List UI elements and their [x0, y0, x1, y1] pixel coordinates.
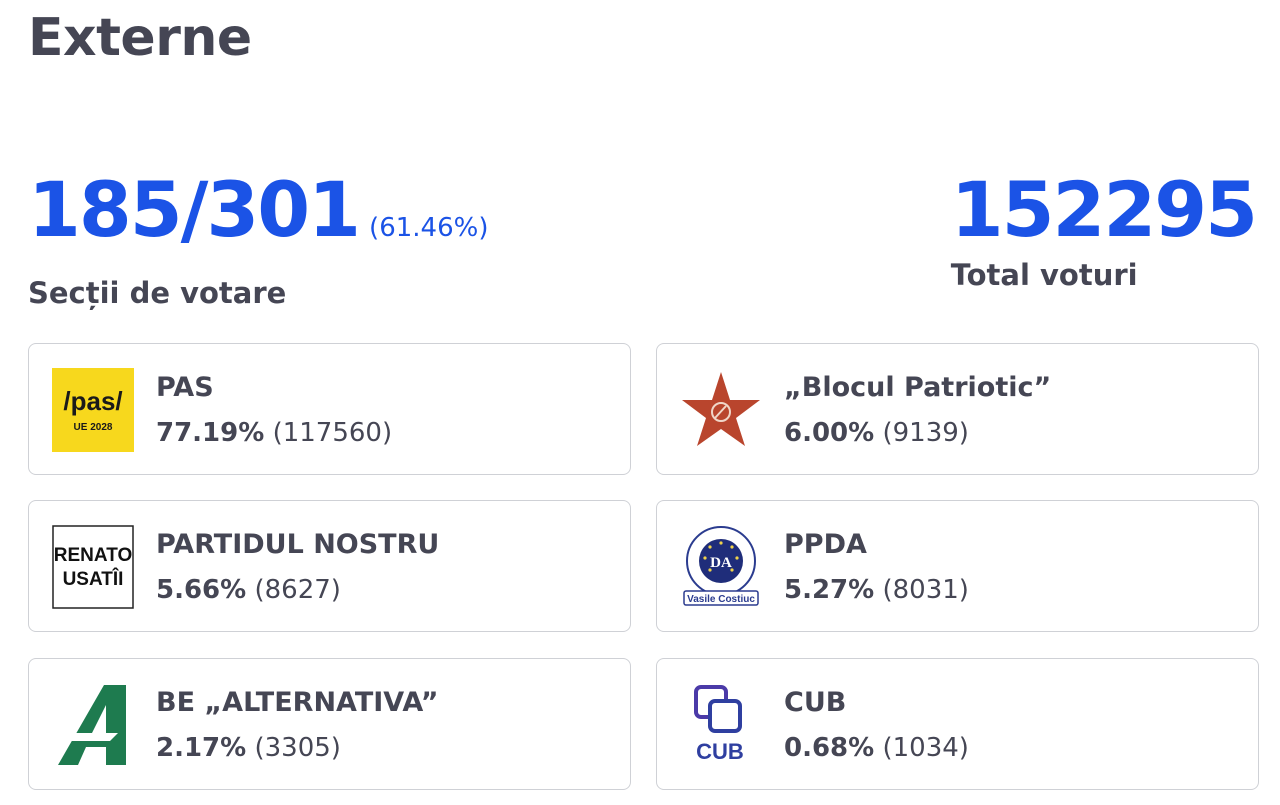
total-votes-count: 152295 [950, 165, 1258, 254]
party-result: 77.19% (117560) [156, 418, 393, 448]
cub-logo-text: CUB [696, 739, 744, 764]
red-star-icon [680, 368, 762, 452]
party-name: CUB [784, 687, 847, 718]
party-name: „Blocul Patriotic” [784, 372, 1052, 403]
party-result: 0.68% (1034) [784, 733, 969, 763]
cub-logo: CUB [680, 683, 762, 767]
polling-stations-count: 185/301 (61.46%) [28, 165, 489, 254]
page-title: Externe [28, 8, 252, 68]
pas-logo: /pas/ UE 2028 [52, 368, 134, 452]
party-name: BE „ALTERNATIVA” [156, 687, 439, 718]
ppda-logo-sub: Vasile Costiuc [687, 594, 755, 605]
party-card-alternativa[interactable]: BE „ALTERNATIVA” 2.17% (3305) [28, 658, 631, 790]
party-card-pas[interactable]: /pas/ UE 2028 PAS 77.19% (117560) [28, 343, 631, 475]
alternativa-logo [52, 683, 134, 767]
party-card-partidul-nostru[interactable]: RENATO USATÎI PARTIDUL NOSTRU 5.66% (862… [28, 500, 631, 632]
polling-stations-label: Secții de votare [28, 276, 287, 310]
renato-usatii-logo: RENATO USATÎI [52, 525, 134, 609]
party-result: 2.17% (3305) [156, 733, 341, 763]
party-result: 5.66% (8627) [156, 575, 341, 605]
polling-stations-stat: 185/301 (61.46%) Secții de votare [28, 165, 489, 311]
party-card-cub[interactable]: CUB CUB 0.68% (1034) [656, 658, 1259, 790]
ppda-logo-text: DA [710, 555, 732, 571]
pas-logo-text: /pas/ [63, 386, 122, 416]
party-result: 5.27% (8031) [784, 575, 969, 605]
party-name: PPDA [784, 529, 867, 560]
ppda-logo: DA Vasile Costiuc [680, 525, 762, 609]
renato-logo-sub: USATÎI [63, 568, 124, 590]
renato-logo-text: RENATO [54, 545, 132, 566]
total-votes-label: Total voturi [950, 258, 1138, 292]
party-name: PAS [156, 372, 214, 403]
party-card-blocul-patriotic[interactable]: „Blocul Patriotic” 6.00% (9139) [656, 343, 1259, 475]
pas-logo-sub: UE 2028 [74, 422, 113, 433]
party-card-ppda[interactable]: DA Vasile Costiuc PPDA 5.27% (8031) [656, 500, 1259, 632]
polling-stations-percent: (61.46%) [369, 213, 489, 243]
party-name: PARTIDUL NOSTRU [156, 529, 440, 560]
party-result: 6.00% (9139) [784, 418, 969, 448]
total-votes-stat: 152295 Total voturi [950, 165, 1258, 293]
